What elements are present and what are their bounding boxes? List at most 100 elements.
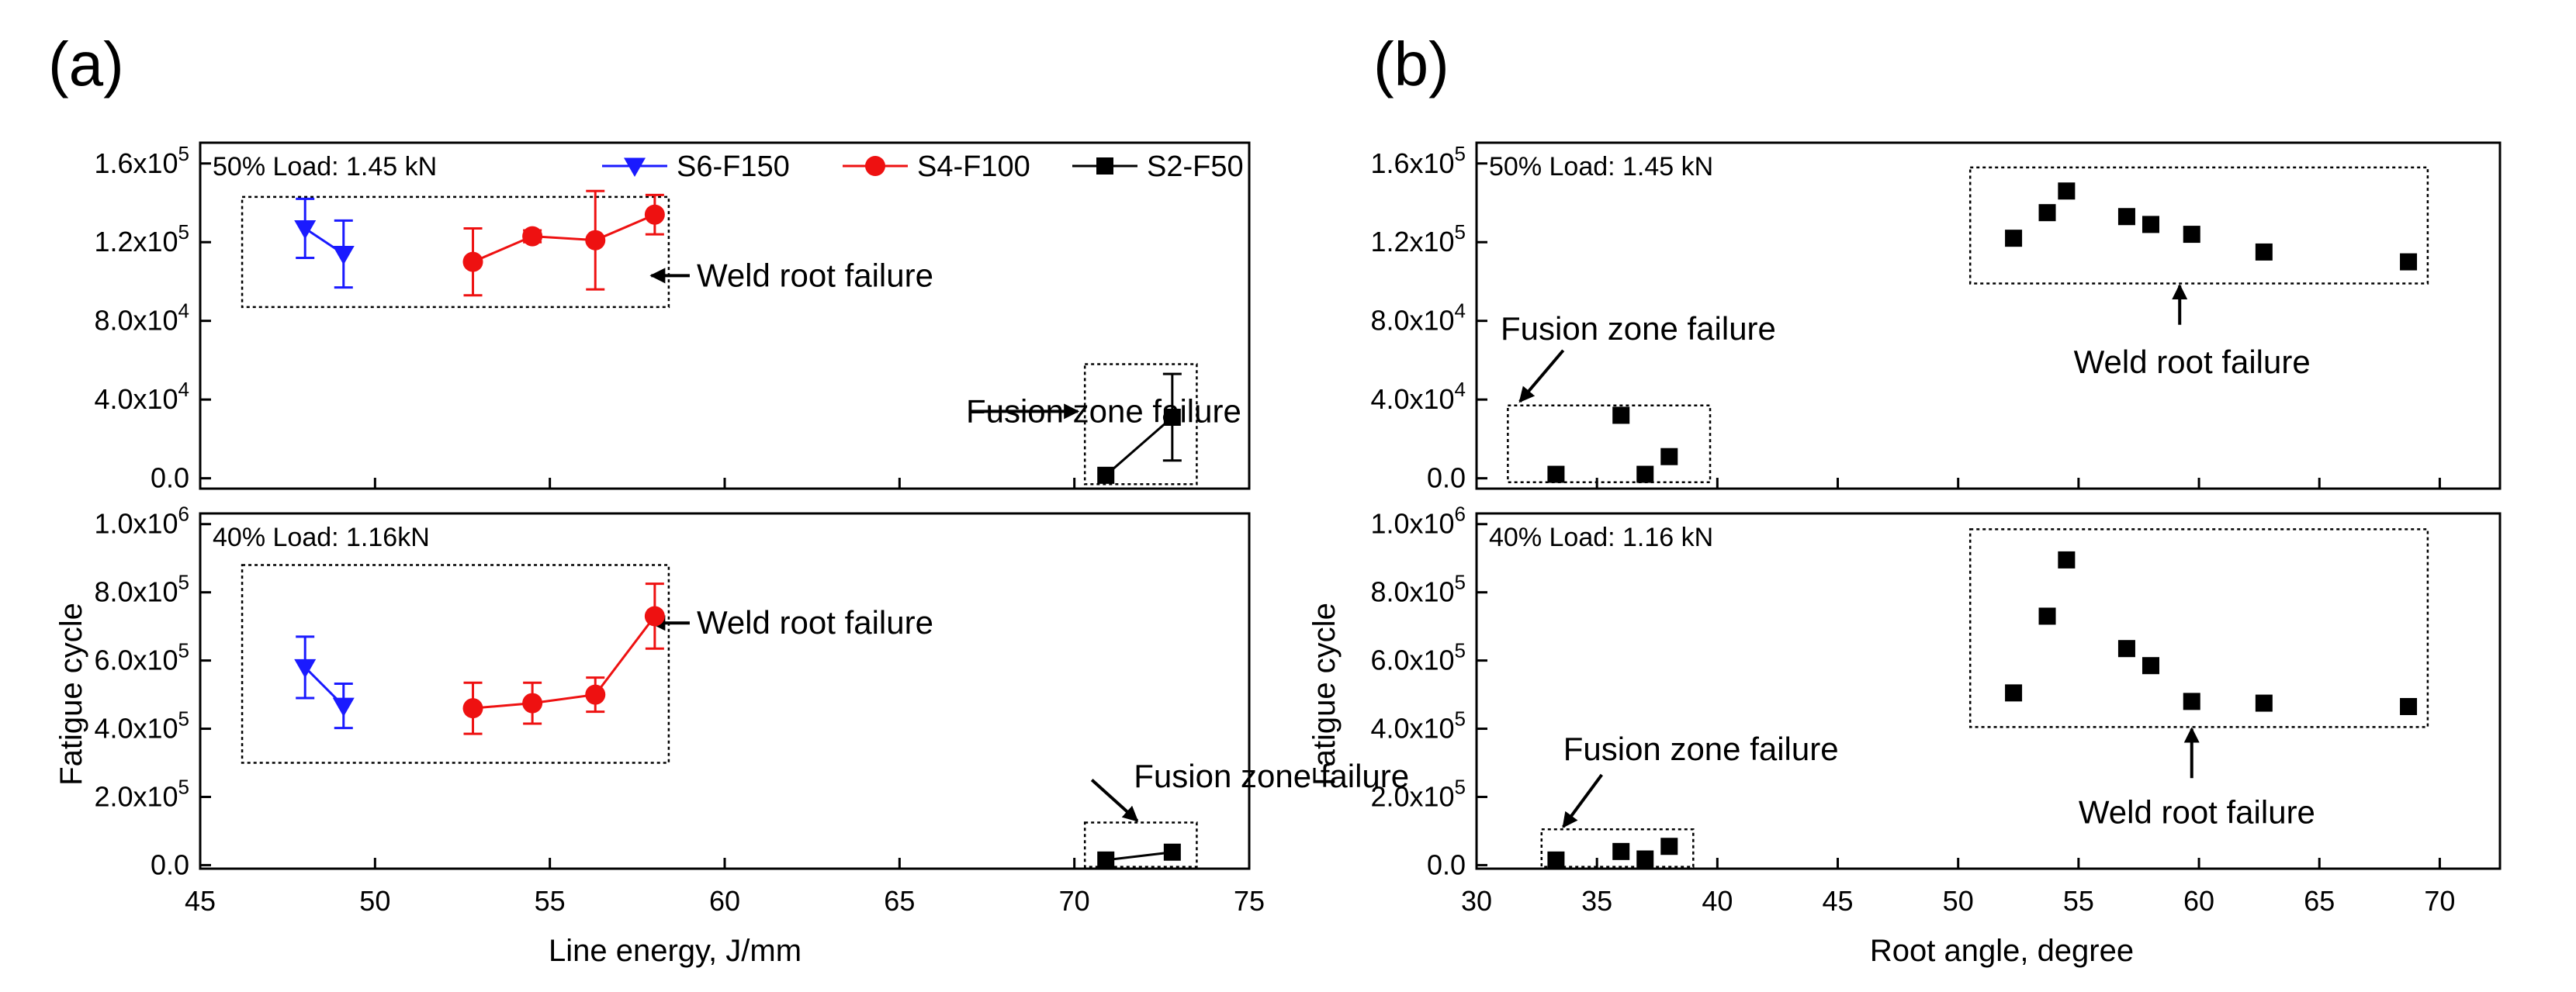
panel-b-top-ytick-label: 0.0 [1427, 462, 1466, 494]
panel-b-bottom-data-point [2141, 657, 2159, 675]
panel-a-bottom-data-point [1097, 851, 1115, 869]
panel-b-bottom-subplot: 0.0 2.0x105 4.0x105 6.0x105 8.0x105 1.0x106 30… [1370, 503, 2502, 917]
panel-b-top-data-point [2141, 216, 2159, 233]
panel-b-bottom-annotation-box [1968, 528, 2429, 728]
legend-marker [865, 156, 885, 176]
panel-a-bottom-series-line [1106, 851, 1173, 862]
panel-a-ylabel: Fatigue cycle [54, 603, 88, 786]
panel-a-label: (a) [48, 29, 124, 99]
panel-b-top-ytick-label: 8.0x104 [1370, 299, 1466, 337]
panel-a-bottom-data-point [294, 658, 317, 679]
panel-a-top-data-point [1097, 466, 1115, 484]
panel-b-bottom-xtick-label: 70 [2424, 885, 2455, 917]
panel-a-bottom-xtick-label: 75 [1234, 885, 1265, 917]
panel-b-top-subplot: 0.0 4.0x104 8.0x104 1.2x105 1.6x105 50% Load:… [1370, 141, 2502, 494]
panel-a-bottom-xtick-label: 65 [884, 885, 915, 917]
panel-b-bottom-data-point [1547, 851, 1565, 869]
panel-b-label: (b) [1373, 29, 1449, 99]
panel-b-bottom-xtick-label: 40 [1702, 885, 1733, 917]
panel-a-bottom-series-line [473, 615, 656, 710]
panel-b-top-annotation-box [1968, 166, 2429, 285]
panel-a-bottom-annotation-arrow [1090, 779, 1139, 822]
panel-b-top-condition: 50% Load: 1.45 kN [1489, 152, 1713, 181]
panel-a-bottom-xtick-label: 45 [185, 885, 216, 917]
panel-b-bottom-ytick-label: 4.0x105 [1370, 707, 1466, 745]
panel-b-bottom-data-point [2117, 640, 2135, 658]
legend-marker [1096, 157, 1113, 175]
panel-a-top-data-point [644, 204, 665, 225]
panel-b-top-data-point [2255, 243, 2273, 261]
panel-a-top-data-point [585, 230, 606, 251]
legend-label: S4-F100 [917, 150, 1030, 183]
panel-b-bottom-ytick-label: 8.0x105 [1370, 571, 1466, 608]
panel-b-bottom-data-point [2183, 693, 2200, 710]
panel-a-bottom-data-point [462, 698, 483, 719]
panel-a-bottom-xtick-label: 60 [709, 885, 740, 917]
panel-b-bottom-ytick-label: 0.0 [1427, 849, 1466, 880]
panel-b-top-data-point [1547, 465, 1565, 483]
panel-b-top-data-point [2400, 253, 2418, 271]
panel-a-bottom-data-point [332, 697, 355, 717]
panel-a-top-data-point [462, 251, 483, 272]
panel-a-bottom-xtick-label: 50 [359, 885, 390, 917]
panel-a-top-condition: 50% Load: 1.45 kN [213, 152, 437, 181]
panel-b-bottom-data-point [1636, 850, 1654, 868]
panel-a-top-annotation-box [241, 195, 670, 309]
panel-b-top-data-point [2183, 226, 2200, 244]
panel-b-top-data-point [1636, 465, 1654, 483]
panel-b-bottom-annotation-box [1540, 828, 1695, 868]
panel-b-bottom-ytick-label: 2.0x105 [1370, 775, 1466, 812]
panel-b-top-annotation-text: Fusion zone failure [1501, 310, 1776, 347]
panel-a-top-data-point [522, 226, 543, 247]
panel-a-top-data-point [332, 245, 355, 265]
panel-a: (a) Fatigue cycle Line energy, J/mm 0.0 4… [48, 29, 1409, 968]
panel-a-xlabel: Line energy, J/mm [549, 934, 802, 968]
panel-a-top-ytick-label: 1.6x105 [94, 142, 189, 179]
panel-a-bottom-ytick-label: 2.0x105 [94, 775, 189, 812]
panel-b-top-annotation-arrow [1518, 349, 1565, 403]
panel-a-bottom-ytick-label: 8.0x105 [94, 571, 189, 608]
panel-a-bottom-annotation-text: Fusion zone failure [1134, 758, 1409, 794]
panel-a-top-data-point [1163, 408, 1181, 426]
legend-label: S2-F50 [1147, 150, 1244, 183]
panel-b-top-data-point [1660, 448, 1678, 465]
panel-b-bottom-data-point [1660, 838, 1678, 855]
panel-a-top-data-point [294, 219, 317, 240]
panel-a-bottom-ytick-label: 0.0 [151, 849, 189, 880]
panel-a-bottom-xtick-label: 70 [1059, 885, 1090, 917]
panel-a-top-ytick-label: 1.2x105 [94, 220, 189, 258]
panel-b-bottom-xtick-label: 60 [2183, 885, 2214, 917]
panel-a-top-ytick-label: 4.0x104 [94, 378, 189, 415]
panel-a-bottom-data-point [1163, 843, 1181, 861]
panel-a-bottom-ytick-label: 1.0x106 [94, 503, 189, 540]
legend-label: S6-F150 [677, 150, 790, 183]
panel-b-bottom-data-point [2400, 697, 2418, 715]
panel-a-bottom-data-point [644, 606, 665, 627]
panel-b-bottom-annotation-text: Fusion zone failure [1563, 731, 1839, 767]
panel-b-bottom-data-point [1612, 842, 1630, 860]
panel-a-bottom-annotation-box [1083, 821, 1198, 868]
panel-b-top-data-point [2058, 182, 2076, 200]
panel-a-bottom-annotation-text: Weld root failure [697, 604, 933, 641]
panel-b-bottom-xtick-label: 35 [1581, 885, 1612, 917]
panel-b-bottom-data-point [2038, 607, 2056, 625]
panel-b-top-data-point [2117, 208, 2135, 226]
panel-b-bottom-xtick-label: 45 [1823, 885, 1854, 917]
panel-b-bottom-xtick-label: 65 [2304, 885, 2335, 917]
panel-a-bottom-frame [199, 512, 1251, 870]
panel-a-top-annotation-text: Fusion zone failure [966, 392, 1241, 429]
panel-b-bottom-xtick-label: 30 [1461, 885, 1492, 917]
panel-b-top-ytick-label: 1.6x105 [1370, 142, 1466, 179]
panel-b-bottom-ytick-label: 1.0x106 [1370, 503, 1466, 540]
panel-b-top-ytick-label: 1.2x105 [1370, 220, 1466, 258]
panel-a-bottom-condition: 40% Load: 1.16kN [213, 523, 430, 552]
panel-a-top-ytick-label: 8.0x104 [94, 299, 189, 337]
panel-b-top-ytick-label: 4.0x104 [1370, 378, 1466, 415]
panel-a-bottom-ytick-label: 6.0x105 [94, 639, 189, 676]
panel-a-bottom-data-point [522, 693, 543, 714]
panel-a-bottom-annotation-box [241, 564, 670, 764]
panel-b-top-data-point [1612, 406, 1630, 424]
panel-b-bottom-data-point [2058, 551, 2076, 569]
panel-a-top-annotation-box [1083, 363, 1198, 486]
panel-a-bottom-ytick-label: 4.0x105 [94, 707, 189, 745]
